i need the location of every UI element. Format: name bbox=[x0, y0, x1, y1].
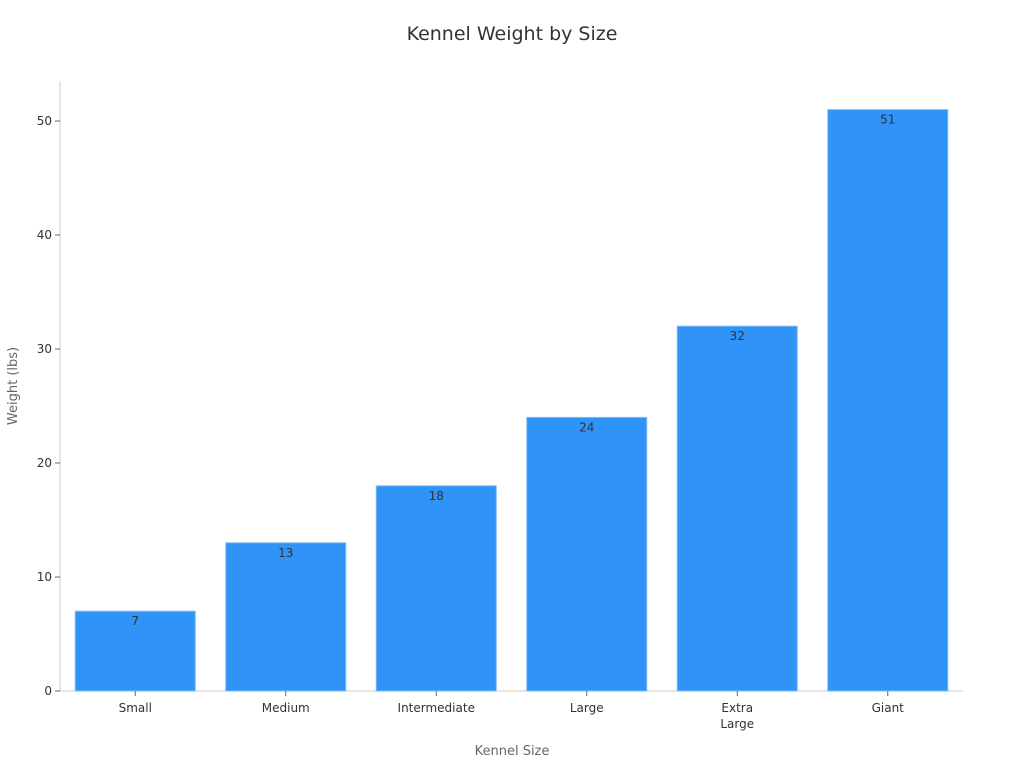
y-tick-label: 30 bbox=[37, 342, 52, 356]
data-label: 24 bbox=[579, 420, 594, 434]
data-label: 51 bbox=[880, 113, 895, 127]
y-tick-label: 50 bbox=[37, 114, 52, 128]
y-tick-label: 40 bbox=[37, 228, 52, 242]
chart-title: Kennel Weight by Size bbox=[407, 23, 618, 45]
bar bbox=[827, 109, 949, 692]
x-tick-label: Extra bbox=[721, 701, 753, 715]
data-label: 7 bbox=[131, 614, 139, 628]
y-tick-label: 20 bbox=[37, 456, 52, 470]
x-tick-label: Intermediate bbox=[398, 701, 475, 715]
data-label: 18 bbox=[429, 489, 444, 503]
bar bbox=[74, 610, 196, 692]
bar bbox=[676, 325, 798, 692]
data-label: 13 bbox=[278, 546, 293, 560]
x-tick-label: Small bbox=[119, 701, 152, 715]
x-tick-label: Medium bbox=[262, 701, 310, 715]
x-tick-label: Large bbox=[720, 717, 754, 731]
x-tick-label: Giant bbox=[872, 701, 905, 715]
bar bbox=[375, 485, 497, 692]
y-axis-label: Weight (lbs) bbox=[6, 347, 21, 425]
y-tick-label: 10 bbox=[37, 570, 52, 584]
data-label: 32 bbox=[730, 329, 745, 343]
x-tick-label: Large bbox=[570, 701, 604, 715]
x-axis-label: Kennel Size bbox=[475, 744, 550, 759]
bar bbox=[225, 542, 347, 692]
bar bbox=[526, 416, 648, 692]
y-tick-label: 0 bbox=[44, 684, 52, 698]
